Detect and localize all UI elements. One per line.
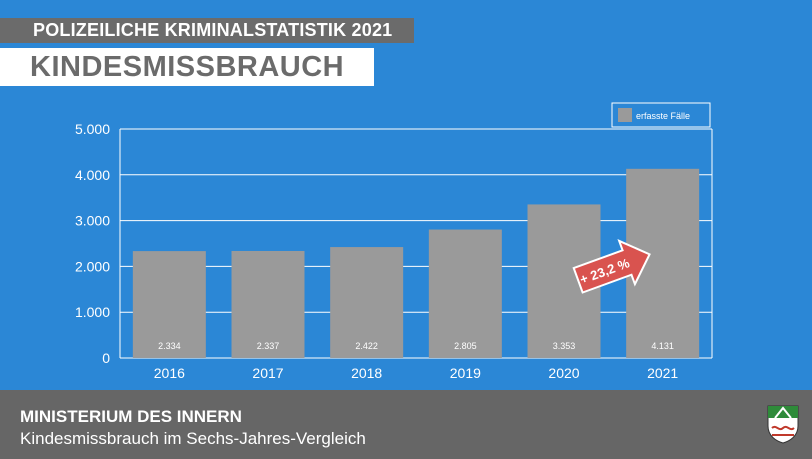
y-tick-label: 3.000 [75, 213, 110, 229]
data-label: 4.131 [651, 341, 674, 351]
arrow-icon [572, 239, 651, 294]
legend-box [611, 102, 711, 128]
y-tick-label: 4.000 [75, 167, 110, 183]
y-tick-label: 0 [102, 350, 110, 366]
ministry-name: MINISTERIUM DES INNERN [20, 407, 242, 426]
y-tick-label: 1.000 [75, 304, 110, 320]
x-tick-label: 2021 [647, 365, 678, 381]
bar-2019 [428, 229, 502, 358]
x-tick-label: 2018 [351, 365, 382, 381]
data-label: 2.422 [355, 341, 378, 351]
data-label: 2.805 [454, 341, 477, 351]
x-tick-label: 2019 [450, 365, 481, 381]
x-tick-label: 2016 [154, 365, 185, 381]
x-tick-label: 2017 [252, 365, 283, 381]
data-label: 2.334 [158, 341, 181, 351]
bar-2018 [330, 247, 404, 358]
title-banner: KINDESMISSBRAUCH [0, 48, 374, 86]
footer: MINISTERIUM DES INNERN Kindesmissbrauch … [0, 390, 812, 459]
y-tick-label: 2.000 [75, 258, 110, 274]
x-axis-ticks: 2016 2017 2018 2019 2020 2021 [154, 365, 679, 381]
bar-chart: 2.334 2.337 2.422 2.805 3.353 4.131 0 1.000 2.0… [75, 102, 713, 381]
legend-swatch [618, 108, 632, 122]
data-label: 3.353 [553, 341, 576, 351]
chart-bars: 2.334 2.337 2.422 2.805 3.353 4.131 [132, 168, 700, 358]
supertitle-banner: POLIZEILICHE KRIMINALSTATISTIK 2021 [0, 18, 414, 43]
data-label: 2.337 [257, 341, 280, 351]
y-axis-ticks: 0 1.000 2.000 3.000 4.000 5.000 [75, 121, 110, 366]
footer-subtitle: Kindesmissbrauch im Sechs-Jahres-Verglei… [20, 429, 366, 448]
y-tick-label: 5.000 [75, 121, 110, 137]
bar-2016 [132, 251, 206, 358]
nrw-crest-icon [767, 405, 799, 444]
x-tick-label: 2020 [548, 365, 579, 381]
supertitle: POLIZEILICHE KRIMINALSTATISTIK 2021 [33, 20, 393, 40]
page-title: KINDESMISSBRAUCH [30, 51, 345, 83]
bar-2017 [231, 250, 305, 358]
legend-label: erfasste Fälle [636, 111, 690, 121]
chart-legend: erfasste Fälle [611, 102, 711, 128]
